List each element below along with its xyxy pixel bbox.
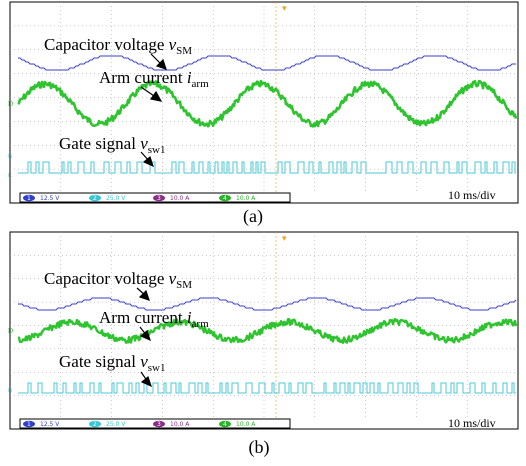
arm-current-trace-a bbox=[17, 79, 518, 128]
trigger-marker-a: ▾ bbox=[282, 3, 287, 13]
channel-scale: 10.0 A bbox=[170, 421, 190, 428]
channel-scale: 10.0 A bbox=[170, 195, 190, 202]
grid-a bbox=[10, 2, 518, 193]
ch4-ref-marker-b: D bbox=[8, 327, 13, 335]
channel-number: 1 bbox=[27, 195, 31, 202]
channel-badge bbox=[219, 420, 231, 428]
channel-number: 2 bbox=[93, 421, 97, 428]
scope-panel-b: ▾ D B Capacitor voltage vSM Arm current … bbox=[8, 231, 519, 458]
label-gate-b: Gate signal vsw1 bbox=[59, 352, 165, 374]
label-gate-a: Gate signal vsw1 bbox=[59, 134, 165, 156]
channel-scale: 12.5 V bbox=[40, 421, 60, 428]
ch2-ref-marker-a: B bbox=[8, 154, 12, 160]
channel-scale: 25.0 V bbox=[106, 421, 126, 428]
arm-current-trace-b bbox=[17, 317, 518, 344]
channel-number: 4 bbox=[223, 421, 227, 428]
label-capacitor-a: Capacitor voltage vSM bbox=[44, 35, 192, 57]
ch2-level-marker-a: L bbox=[8, 173, 12, 179]
label-arm-current-a: Arm current iarm bbox=[99, 68, 209, 90]
channel-number: 4 bbox=[223, 195, 227, 202]
ch2-ref-marker-b: B bbox=[8, 388, 12, 394]
channel-badge bbox=[23, 420, 35, 428]
ch4-ref-marker-a: D bbox=[8, 100, 13, 108]
channel-scales-a: 1 12.5 V 2 25.0 V 3 10.0 A 4 10.0 A bbox=[23, 194, 256, 202]
scope-panel-a: ▾ D B L Capacitor voltage vSM Arm curren… bbox=[8, 1, 519, 227]
capacitor-trace-a bbox=[18, 55, 516, 71]
gate-trace-b bbox=[18, 382, 516, 394]
channel-badge bbox=[89, 194, 101, 202]
channel-scale: 25.0 V bbox=[106, 195, 126, 202]
channel-badge bbox=[153, 194, 165, 202]
gate-trace-a bbox=[18, 161, 516, 174]
channel-scales-b: 1 12.5 V 2 25.0 V 3 10.0 A 4 10.0 A bbox=[23, 420, 256, 428]
channel-scale: 10.0 A bbox=[236, 195, 256, 202]
caption-b: (b) bbox=[249, 437, 270, 458]
channel-number: 3 bbox=[157, 195, 161, 202]
channel-badge bbox=[219, 194, 231, 202]
trigger-marker-b: ▾ bbox=[282, 233, 287, 243]
channel-number: 3 bbox=[157, 421, 161, 428]
capacitor-trace-b bbox=[18, 297, 517, 311]
channel-scale: 12.5 V bbox=[40, 195, 60, 202]
caption-a: (a) bbox=[243, 206, 263, 227]
timebase-a: 10 ms/div bbox=[448, 188, 496, 202]
channel-number: 2 bbox=[93, 195, 97, 202]
scope-frame-b bbox=[9, 231, 519, 430]
label-arm-current-b: Arm current iarm bbox=[99, 308, 209, 330]
channel-scale: 10.0 A bbox=[236, 421, 256, 428]
channel-number: 1 bbox=[27, 421, 31, 428]
label-capacitor-b: Capacitor voltage vSM bbox=[44, 269, 192, 291]
channel-badge bbox=[89, 420, 101, 428]
channel-badge bbox=[23, 194, 35, 202]
timebase-b: 10 ms/div bbox=[448, 416, 496, 430]
channel-badge bbox=[153, 420, 165, 428]
